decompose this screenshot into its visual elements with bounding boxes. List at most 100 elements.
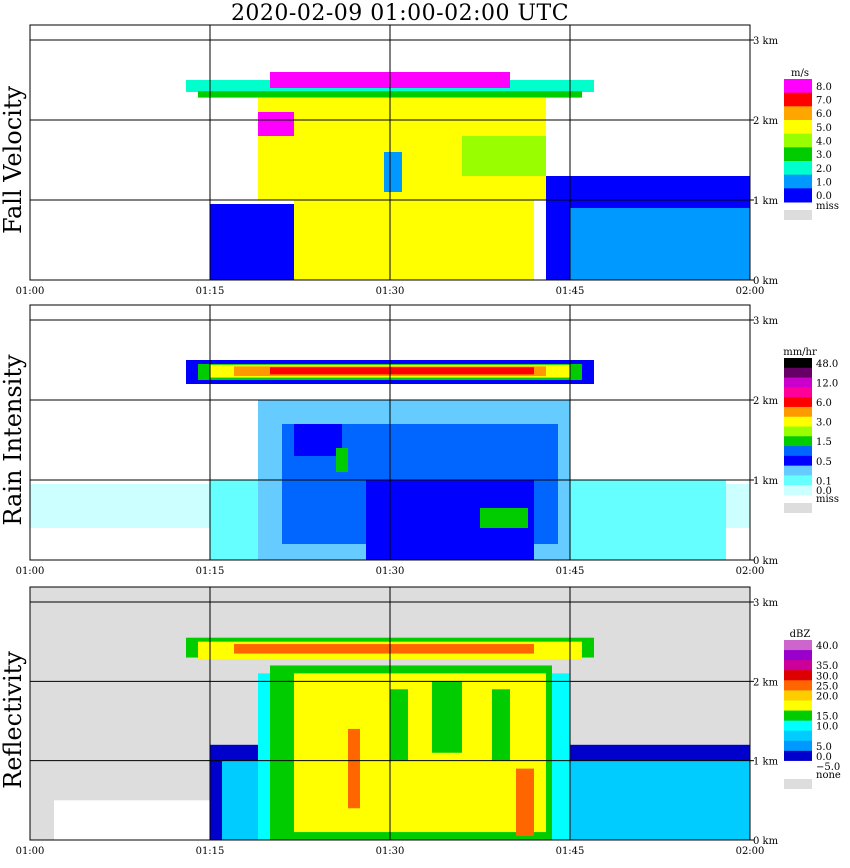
legend-swatch (784, 710, 812, 722)
data-cell (480, 508, 528, 528)
legend-swatch (784, 188, 812, 203)
legend-swatch (784, 475, 812, 486)
legend-swatch (784, 406, 812, 418)
legend-swatch (784, 120, 812, 135)
x-tick-label: 01:45 (556, 846, 585, 857)
legend-label: 40.0 (816, 641, 838, 652)
legend-label: 48.0 (816, 359, 838, 370)
y-tick-label: 3 km (753, 36, 779, 47)
legend-missing-label: miss (816, 494, 839, 505)
x-tick-label: 01:30 (376, 286, 405, 297)
legend-label: 0.0 (816, 486, 832, 497)
data-cell (210, 204, 294, 280)
y-tick-label: 3 km (753, 598, 779, 609)
legend-swatch (784, 750, 812, 762)
legend-missing-swatch (784, 503, 812, 513)
x-tick-label: 01:15 (196, 286, 225, 297)
legend-swatch (784, 446, 812, 457)
data-cell (516, 768, 534, 837)
x-tick-label: 01:15 (196, 846, 225, 857)
legend-swatch (784, 650, 812, 661)
legend-label: 0.5 (816, 457, 832, 468)
legend-label: 6.0 (816, 109, 832, 120)
legend-swatch (784, 79, 812, 94)
y-tick-label: 0 km (753, 836, 779, 847)
legend-swatch (784, 760, 812, 772)
legend-swatch (784, 455, 812, 467)
legend-swatch (784, 387, 812, 398)
legend-missing-label: none (816, 770, 841, 781)
panel-reflectivity: 01:00 01:15 01:30 01:45 02:000 km 1 km 2 km 3 k… (16, 586, 841, 857)
y-tick-label: 2 km (753, 116, 779, 127)
legend-missing-swatch (784, 210, 812, 220)
legend-label: 3.0 (816, 150, 832, 161)
legend-label: 1.0 (816, 178, 832, 189)
legend-swatch (784, 660, 812, 671)
legend-label: 5.0 (816, 742, 832, 753)
data-cell (390, 689, 408, 761)
data-cell (258, 112, 294, 136)
legend-swatch (784, 720, 812, 732)
plot-frame (29, 304, 751, 561)
x-tick-label: 01:30 (376, 566, 405, 577)
data-cell (384, 152, 402, 192)
legend-label: 0.1 (816, 476, 832, 487)
data-cell (462, 136, 546, 176)
legend-swatch (784, 397, 812, 408)
legend-unit: m/s (791, 68, 809, 79)
data-cell (348, 728, 360, 809)
y-tick-label: 1 km (753, 196, 779, 207)
legend-unit: dBZ (790, 629, 811, 640)
y-tick-label: 0 km (753, 556, 779, 567)
x-tick-label: 02:00 (736, 286, 765, 297)
legend-label: 20.0 (816, 691, 838, 702)
plot-frame (29, 24, 751, 281)
figure-title: 2020-02-09 01:00-02:00 UTC (230, 1, 570, 26)
legend-swatch (784, 367, 812, 379)
legend-label: 10.0 (816, 722, 838, 733)
x-tick-label: 01:00 (16, 286, 45, 297)
legend-label: 35.0 (816, 661, 838, 672)
legend-swatch (784, 377, 812, 388)
y-tick-label: 2 km (753, 396, 779, 407)
legend-swatch (784, 740, 812, 752)
data-cell (234, 644, 534, 654)
legend-swatch (784, 670, 812, 681)
data-cell (336, 448, 348, 472)
legend-label: 30.0 (816, 671, 838, 682)
legend-swatch (784, 161, 812, 176)
x-tick-label: 01:30 (376, 846, 405, 857)
legend-label: 6.0 (816, 398, 832, 409)
y-tick-label: 2 km (753, 677, 779, 688)
legend-label: 5.0 (816, 123, 832, 134)
data-cell (294, 200, 534, 280)
panel-rain_intensity: 01:00 01:15 01:30 01:45 02:000 km 1 km 2 km 3 k… (16, 304, 839, 577)
panel-fall_velocity: 01:00 01:15 01:30 01:45 02:000 km 1 km 2 km 3 k… (16, 24, 839, 297)
x-tick-label: 02:00 (736, 846, 765, 857)
legend-label: 1.5 (816, 437, 832, 448)
legend-swatch (784, 700, 812, 712)
legend-unit: mm/hr (783, 347, 817, 358)
legend-label: 4.0 (816, 137, 832, 148)
legend-swatch (784, 680, 812, 691)
legend-swatch (784, 640, 812, 651)
legend-swatch (784, 426, 812, 437)
legend-swatch (784, 485, 812, 496)
legend-swatch (784, 416, 812, 427)
data-cell (54, 800, 210, 840)
legend-swatch (784, 358, 812, 369)
legend-swatch (784, 436, 812, 447)
legend-label: 15.0 (816, 712, 838, 723)
data-cell (492, 689, 510, 761)
data-cell (294, 424, 342, 456)
legend-missing-swatch (784, 779, 812, 789)
y-tick-label: 3 km (753, 316, 779, 327)
data-cell (570, 208, 750, 280)
legend-label: 7.0 (816, 96, 832, 107)
data-cell (270, 367, 534, 375)
legend-swatch (784, 690, 812, 701)
plot-frame (29, 586, 751, 841)
legend-swatch (784, 174, 812, 189)
legend-label: −5.0 (816, 762, 840, 773)
